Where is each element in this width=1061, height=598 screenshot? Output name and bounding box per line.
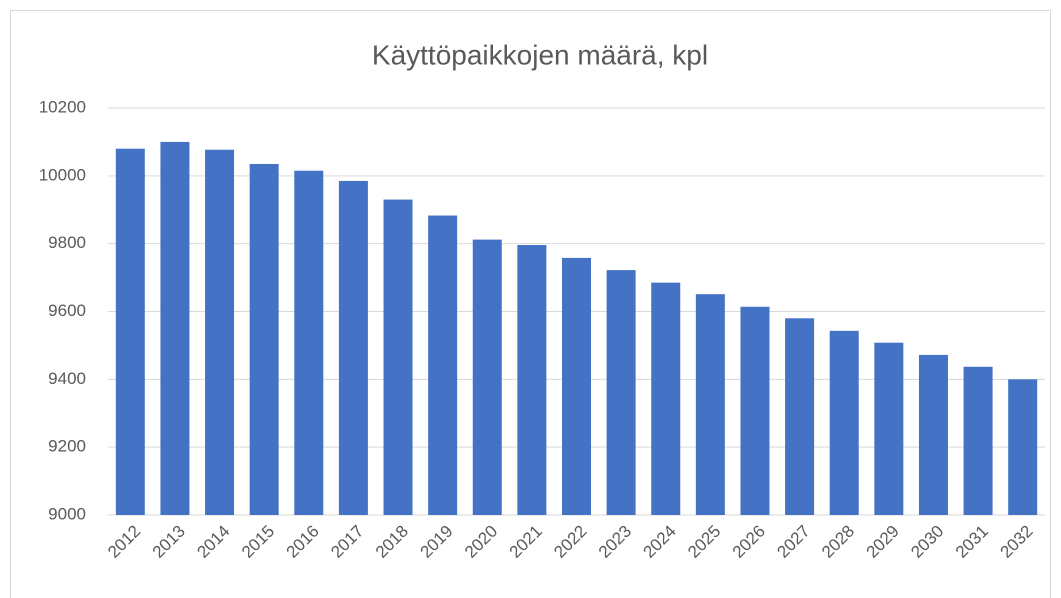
bar — [606, 270, 636, 515]
y-tick-label: 9800 — [48, 233, 86, 252]
y-tick-label: 9400 — [48, 369, 86, 388]
bar — [963, 366, 993, 515]
chart-title: Käyttöpaikkojen määrä, kpl — [372, 39, 708, 70]
bar — [383, 199, 413, 515]
y-tick-label: 10000 — [39, 165, 86, 184]
bar — [294, 170, 324, 515]
bar — [651, 282, 681, 515]
bar — [249, 163, 279, 515]
bar — [740, 306, 770, 515]
y-tick-label: 9200 — [48, 437, 86, 456]
bar — [338, 180, 368, 515]
bar — [561, 257, 592, 515]
y-tick-label: 10200 — [39, 97, 86, 116]
bar — [918, 354, 948, 515]
bar — [160, 141, 190, 515]
bar — [205, 149, 235, 515]
bar — [695, 294, 725, 515]
bar — [874, 342, 904, 515]
bar — [115, 148, 145, 515]
bar — [517, 245, 547, 516]
y-tick-label: 9600 — [48, 301, 86, 320]
bar — [1008, 379, 1038, 515]
bar — [472, 239, 502, 515]
bar — [428, 215, 458, 515]
bar — [829, 330, 859, 515]
bar — [785, 318, 815, 515]
y-tick-label: 9000 — [48, 504, 86, 523]
